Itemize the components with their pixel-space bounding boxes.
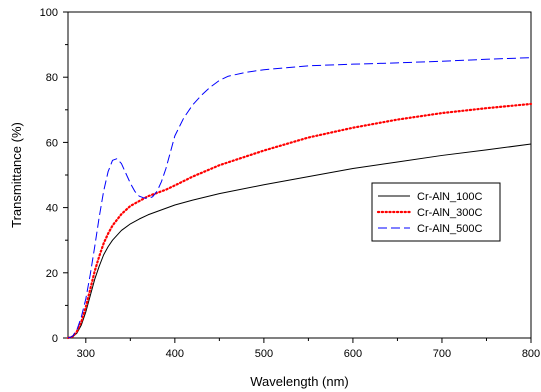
x-tick-label: 500 (255, 348, 273, 360)
x-tick-label: 300 (77, 348, 95, 360)
y-tick-label: 0 (52, 333, 58, 345)
x-tick-label: 400 (166, 348, 184, 360)
series-line-2 (66, 102, 533, 340)
legend-label: Cr-AlN_500C (417, 223, 482, 235)
x-tick-label: 800 (522, 348, 540, 360)
y-axis-ticks: 0 20 40 60 80 100 (40, 7, 68, 345)
plot-frame (67, 11, 532, 339)
x-tick-label: 700 (433, 348, 451, 360)
legend-label: Cr-AlN_100C (417, 191, 482, 203)
y-axis-label: Transmittance (%) (9, 122, 24, 228)
series-line-3 (67, 57, 532, 339)
y-tick-label: 20 (46, 268, 58, 280)
y-tick-label: 60 (46, 137, 58, 149)
x-axis-ticks: 300 400 500 600 700 800 (77, 338, 540, 360)
legend: Cr-AlN_100C Cr-AlN_300C Cr-AlN_500C (371, 182, 501, 242)
y-tick-label: 40 (46, 203, 58, 215)
y-tick-label: 100 (40, 7, 58, 19)
legend-label: Cr-AlN_300C (417, 207, 482, 219)
y-tick-label: 80 (46, 72, 58, 84)
series-layer (66, 57, 533, 340)
x-tick-label: 600 (344, 348, 362, 360)
x-axis-label: Wavelength (nm) (250, 374, 349, 389)
series-line-1 (67, 143, 532, 339)
plot-border (67, 11, 532, 339)
